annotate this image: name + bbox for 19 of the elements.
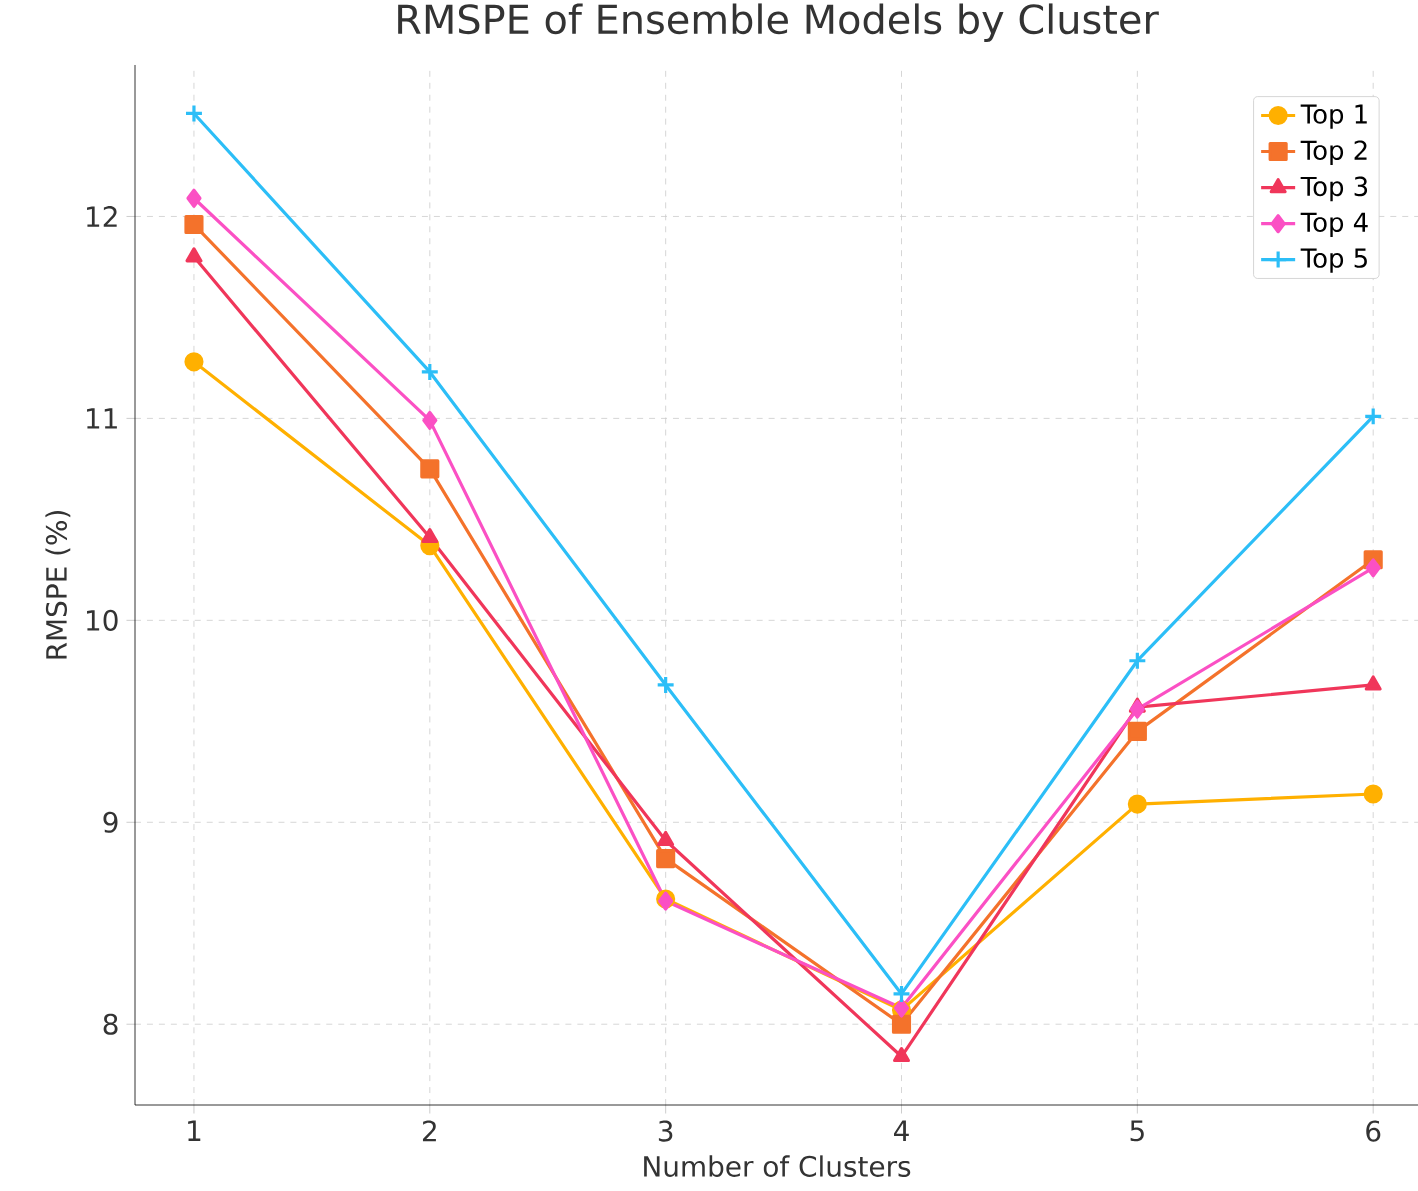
y-tick-label: 11 [87,408,117,429]
y-tick-label: 10 [87,609,118,631]
legend-label: Top 5 [1300,248,1367,273]
y-tick-label: 12 [87,206,117,227]
y-tick-label: 9 [103,811,118,833]
x-tick-label: 1 [188,1120,201,1141]
legend-label: Top 3 [1300,176,1368,202]
legend-label: Top 1 [1300,104,1367,129]
legend-label: Top 2 [1300,140,1367,166]
x-tick-label: 6 [1366,1120,1381,1142]
x-tick-label: 5 [1130,1120,1144,1142]
x-tick-label: 3 [658,1120,673,1142]
x-tick-label: 2 [422,1120,436,1142]
chart-title: RMSPE of Ensemble Models by Cluster [398,3,1159,42]
legend-label: Top 4 [1300,212,1368,238]
y-tick-label: 8 [103,1013,118,1035]
x-tick-label: 4 [894,1120,909,1141]
y-axis-title: RMSPE (%) [45,511,71,659]
x-axis-title: Number of Clusters [644,1155,911,1177]
